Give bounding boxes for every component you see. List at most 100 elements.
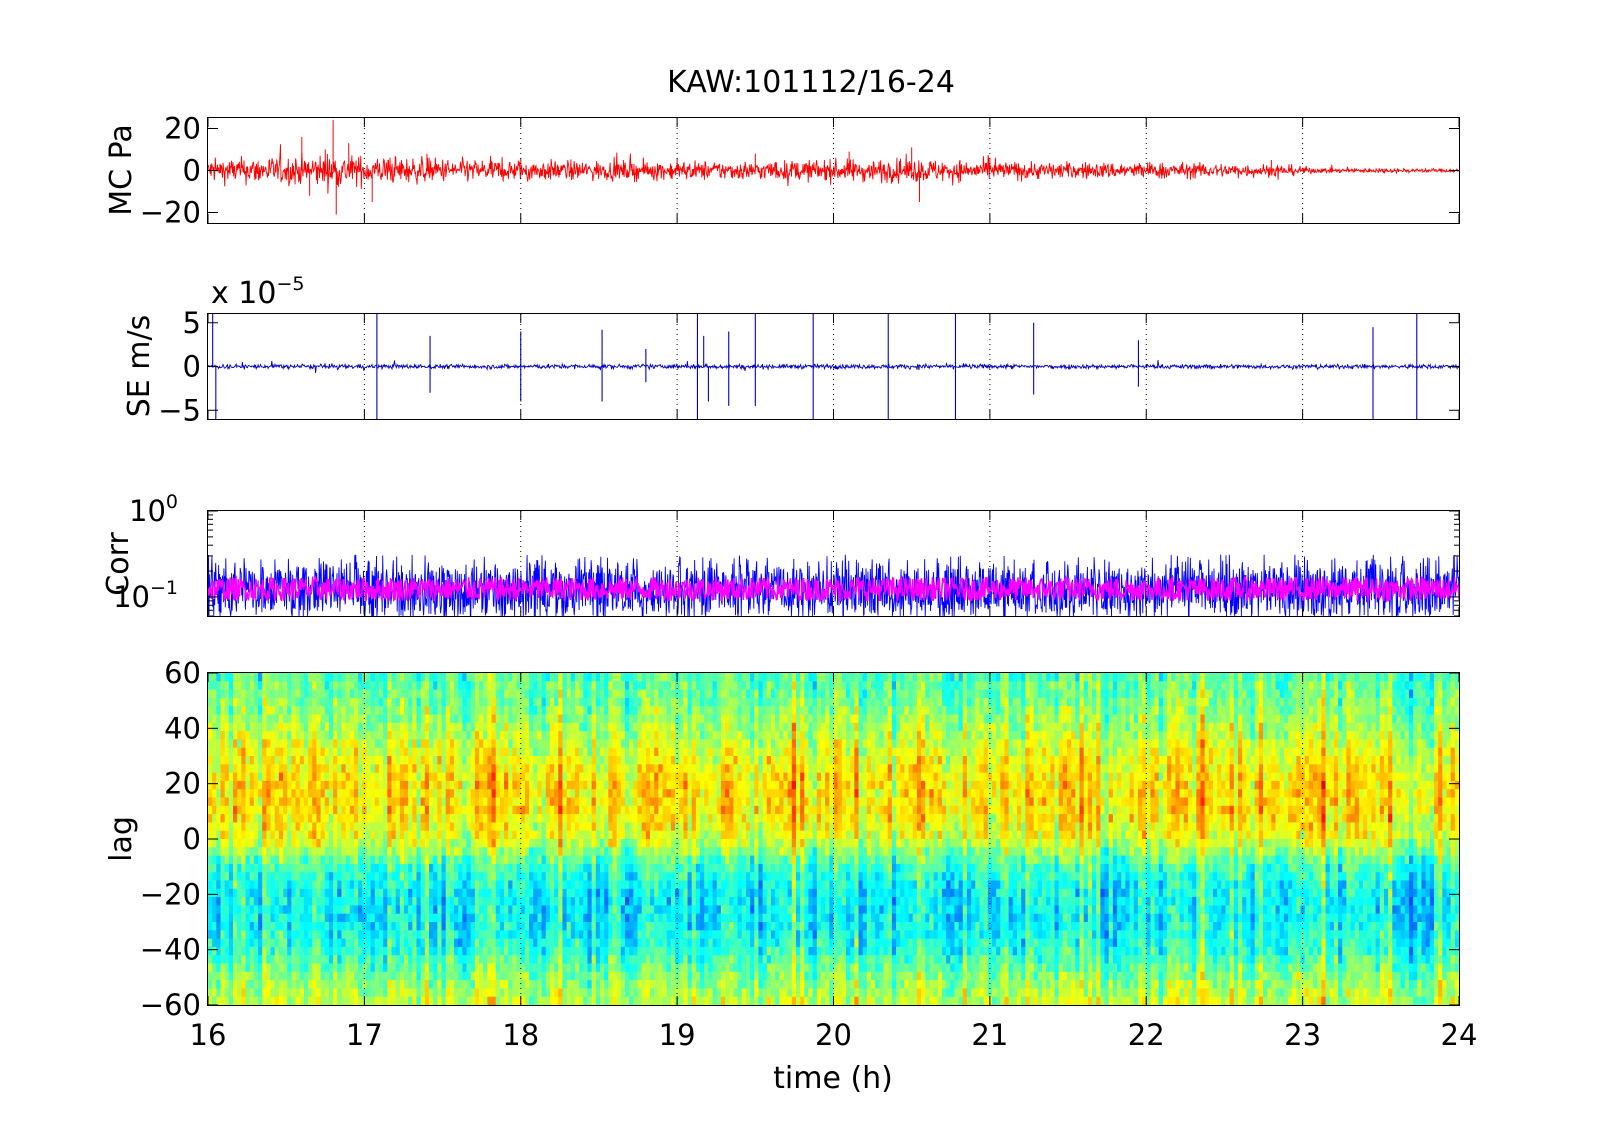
heatmap-cell	[220, 872, 226, 882]
heatmap-cell	[520, 847, 526, 857]
heatmap-cell	[245, 764, 251, 774]
heatmap-cell	[499, 747, 505, 757]
heatmap-cell	[320, 697, 326, 707]
heatmap-cell	[516, 789, 522, 799]
heatmap-cell	[429, 996, 434, 1006]
heatmap-cell	[604, 905, 609, 915]
heatmap-cell	[491, 731, 497, 740]
heatmap-cell	[437, 772, 443, 782]
heatmap-cell	[620, 722, 626, 732]
heatmap-cell	[370, 863, 376, 873]
heatmap-cell	[420, 764, 426, 774]
heatmap-cell	[633, 830, 639, 840]
mc-y-tick-label: −20	[140, 196, 201, 230]
heatmap-cell	[295, 697, 301, 707]
heatmap-cell	[641, 888, 647, 898]
heatmap-cell	[441, 814, 447, 823]
heatmap-cell	[529, 946, 534, 956]
heatmap-cell	[383, 963, 388, 973]
heatmap-cell	[337, 780, 343, 790]
heatmap-cell	[470, 830, 476, 840]
heatmap-cell	[520, 938, 526, 948]
heatmap-cell	[491, 673, 497, 682]
heatmap-cell	[524, 855, 530, 865]
heatmap-cell	[378, 971, 384, 981]
heatmap-cell	[391, 996, 397, 1006]
heatmap-cell	[562, 996, 568, 1006]
heatmap-cell	[283, 780, 288, 790]
heatmap-cell	[670, 996, 676, 1006]
heatmap-cell	[266, 714, 272, 724]
heatmap-cell	[629, 739, 634, 749]
heatmap-cell	[562, 722, 568, 732]
heatmap-cell	[353, 731, 359, 740]
heatmap-cell	[566, 722, 572, 732]
heatmap-cell	[641, 996, 647, 1006]
heatmap-cell	[545, 855, 551, 865]
heatmap-cell	[233, 905, 238, 915]
heatmap-cell	[341, 681, 347, 691]
heatmap-cell	[616, 897, 622, 906]
heatmap-cell	[349, 731, 355, 740]
heatmap-cell	[312, 780, 318, 790]
heatmap-cell	[283, 872, 288, 882]
heatmap-cell	[353, 780, 359, 790]
heatmap-cell	[483, 839, 488, 848]
heatmap-cell	[579, 913, 584, 923]
heatmap-cell	[337, 963, 343, 973]
heatmap-cell	[495, 897, 501, 906]
heatmap-cell	[570, 689, 576, 699]
heatmap-cell	[462, 980, 468, 989]
heatmap-cell	[549, 681, 555, 691]
heatmap-cell	[612, 955, 618, 965]
heatmap-cell	[587, 872, 593, 882]
heatmap-cell	[537, 706, 543, 716]
heatmap-cell	[554, 814, 559, 823]
heatmap-cell	[349, 814, 355, 823]
heatmap-cell	[337, 673, 343, 682]
heatmap-cell	[362, 697, 368, 707]
heatmap-cell	[524, 963, 530, 973]
heatmap-cell	[604, 913, 609, 923]
se-trace	[207, 359, 1460, 374]
heatmap-cell	[470, 764, 476, 774]
heatmap-cell	[378, 988, 384, 998]
heatmap-cell	[403, 847, 409, 857]
heatmap-cell	[308, 764, 313, 774]
heatmap-cell	[429, 731, 434, 740]
heatmap-cell	[333, 855, 338, 865]
heatmap-cell	[537, 863, 543, 873]
heatmap-cell	[283, 731, 288, 740]
heatmap-cell	[399, 706, 405, 716]
heatmap-cell	[625, 955, 630, 965]
heatmap-cell	[353, 930, 359, 940]
heatmap-cell	[466, 814, 472, 823]
heatmap-cell	[654, 731, 659, 740]
heatmap-cell	[249, 689, 255, 699]
heatmap-cell	[253, 880, 259, 890]
heatmap-cell	[633, 971, 639, 981]
heatmap-cell	[658, 996, 664, 1006]
heatmap-cell	[566, 697, 572, 707]
heatmap-cell	[625, 888, 630, 898]
heatmap-cell	[403, 905, 409, 915]
heatmap-cell	[258, 830, 263, 840]
heatmap-cell	[353, 996, 359, 1006]
heatmap-cell	[333, 922, 338, 931]
heatmap-cell	[412, 722, 418, 732]
heatmap-cell	[433, 955, 438, 965]
heatmap-cell	[570, 863, 576, 873]
heatmap-cell	[645, 946, 651, 956]
heatmap-cell	[650, 830, 655, 840]
heatmap-cell	[599, 847, 605, 857]
heatmap-cell	[533, 938, 539, 948]
heatmap-cell	[366, 980, 372, 989]
heatmap-cell	[570, 797, 576, 807]
heatmap-cell	[362, 706, 368, 716]
heatmap-cell	[349, 847, 355, 857]
heatmap-cell	[349, 797, 355, 807]
heatmap-cell	[454, 930, 459, 940]
heatmap-cell	[591, 714, 597, 724]
heatmap-cell	[570, 764, 576, 774]
heatmap-cell	[562, 963, 568, 973]
